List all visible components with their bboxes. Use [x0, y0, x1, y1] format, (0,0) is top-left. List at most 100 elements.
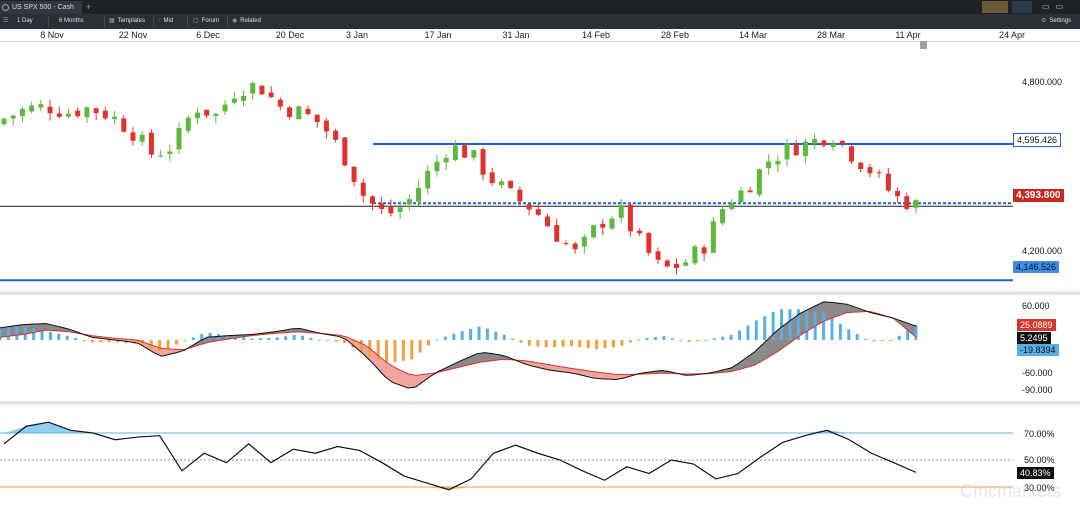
candle-body — [646, 232, 652, 253]
macd-histogram-bar — [880, 340, 884, 341]
mid-button[interactable]: ⫶ Mid — [156, 16, 176, 27]
panel-separator[interactable] — [0, 401, 1080, 405]
macd-histogram-bar — [704, 339, 708, 341]
gear-icon: ⚙ — [1041, 18, 1047, 24]
candle-body — [766, 161, 772, 169]
rsi-line — [3, 421, 917, 491]
chart-toolbar: ☰ 1 Day 6 Months ▦ Templates ⫶ Mid ▢ Forum … — [0, 14, 1080, 29]
templates-button[interactable]: ▦ Templates — [106, 16, 148, 27]
macd-line — [0, 301, 917, 389]
candle-body — [664, 260, 670, 267]
forum-button[interactable]: ▢ Forum — [190, 16, 222, 27]
macd-histogram-bar — [780, 309, 784, 340]
settings-label: Settings — [1049, 18, 1072, 24]
candle-body — [471, 150, 477, 158]
candle-body — [508, 180, 514, 189]
candle-body — [47, 106, 53, 114]
settings-button[interactable]: ⚙ Settings — [1038, 16, 1074, 27]
rsi-overbought-fill — [0, 422, 916, 433]
macd-fill-segment — [415, 374, 424, 388]
macd-histogram-bar — [259, 338, 263, 340]
macd-histogram-bar — [99, 340, 103, 343]
macd-histogram-bar — [553, 340, 557, 348]
macd-histogram-bar — [191, 337, 195, 340]
candle-body — [434, 161, 440, 172]
date-label: 28 Feb — [660, 30, 690, 40]
macd-histogram-bar — [746, 325, 750, 340]
add-tab-button[interactable]: + — [86, 2, 92, 12]
macd-histogram-bar — [712, 338, 716, 340]
macd-histogram-bar — [15, 326, 19, 340]
candle-body — [38, 103, 44, 108]
macd-histogram-bar — [359, 340, 363, 353]
macd-chart[interactable] — [0, 295, 1080, 401]
candle-body — [139, 134, 145, 142]
date-label: 11 Apr — [895, 30, 921, 40]
candle-body — [204, 109, 210, 116]
candle-body — [10, 115, 16, 119]
macd-histogram-bar — [6, 326, 10, 340]
menu-icon: ☰ — [3, 18, 9, 24]
macd-histogram-bar — [536, 340, 540, 347]
macd-histogram-bar — [729, 334, 733, 340]
signal-line — [0, 310, 917, 376]
rsi-chart[interactable] — [0, 405, 1080, 510]
candle-body — [913, 200, 919, 208]
menu-button[interactable]: ☰ — [0, 16, 14, 27]
date-label: 8 Nov — [40, 30, 64, 40]
date-label: 14 Mar — [738, 30, 768, 40]
macd-axis-label: 60.000 — [1022, 301, 1050, 311]
candle-body — [812, 138, 818, 144]
upper-level-tag: 4,595.426 — [1013, 133, 1062, 147]
related-button[interactable]: ◉ Related — [229, 16, 264, 27]
candle-body — [241, 95, 247, 101]
candle-body — [526, 204, 532, 210]
tab-title-label: US SPX 500 - Cash — [12, 4, 74, 11]
range-button[interactable]: 6 Months — [56, 16, 87, 27]
candle-body — [406, 199, 412, 205]
macd-histogram-bar — [738, 330, 742, 340]
macd-histogram-bar — [914, 324, 918, 340]
macd-histogram-bar — [166, 340, 170, 349]
macd-axis-label: -90.000 — [1022, 385, 1053, 395]
interval-button[interactable]: 1 Day — [14, 16, 36, 27]
macd-histogram-bar — [242, 337, 246, 340]
macd-histogram-bar — [771, 311, 775, 340]
candle-body — [56, 113, 62, 117]
macd-histogram-bar — [502, 334, 506, 340]
macd-histogram-bar — [452, 333, 456, 340]
thumbnail-preview[interactable] — [1012, 1, 1032, 13]
date-label: 24 Apr — [998, 30, 1026, 40]
range-label: 6 Months — [59, 18, 84, 24]
date-label: 14 Feb — [581, 30, 611, 40]
macd-histogram-bar — [754, 320, 758, 340]
candle-body — [369, 196, 375, 204]
panel-separator[interactable] — [0, 291, 1080, 295]
candle-body — [867, 167, 873, 174]
macd-histogram-bar — [174, 340, 178, 345]
macd-histogram-bar — [569, 340, 573, 347]
window-controls[interactable]: ▭▭ — [1042, 2, 1070, 11]
candle-body — [545, 216, 551, 227]
macd-histogram-bar — [494, 331, 498, 340]
candle-body — [167, 151, 173, 154]
macd-histogram-bar — [611, 340, 615, 348]
macd-histogram-bar — [696, 340, 700, 341]
candle-body — [784, 143, 790, 160]
macd-histogram-bar — [401, 340, 405, 361]
macd-histogram-bar — [149, 340, 153, 349]
thumbnail-preview[interactable] — [982, 1, 1008, 13]
macd-histogram-bar — [141, 340, 145, 346]
macd-histogram-bar — [443, 336, 447, 340]
macd-histogram-bar — [687, 340, 691, 343]
candle-body — [333, 130, 339, 140]
macd-histogram-bar — [889, 340, 893, 341]
candle-body — [213, 113, 219, 116]
price-chart[interactable] — [0, 43, 1080, 291]
macd-histogram-bar — [23, 326, 27, 340]
macd-histogram-bar — [225, 335, 229, 340]
candle-body — [296, 106, 302, 120]
axis-marker[interactable] — [920, 41, 927, 49]
tab-instrument[interactable]: US SPX 500 - Cash — [0, 1, 82, 14]
macd-histogram-bar — [107, 340, 111, 343]
